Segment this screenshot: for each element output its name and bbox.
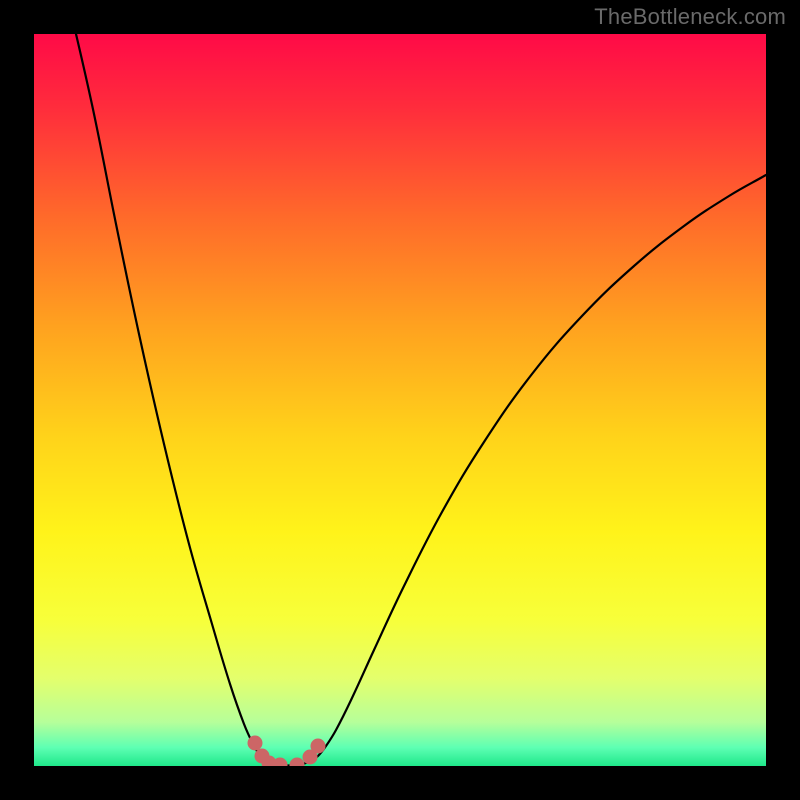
watermark-text: TheBottleneck.com <box>594 4 786 30</box>
curve-dots-group <box>248 736 326 767</box>
curve-dot <box>311 739 326 754</box>
chart-frame <box>34 34 766 766</box>
curve-dot <box>290 758 305 767</box>
curve-dot <box>248 736 263 751</box>
bottleneck-curve <box>76 34 766 766</box>
chart-curve-layer <box>34 34 766 766</box>
